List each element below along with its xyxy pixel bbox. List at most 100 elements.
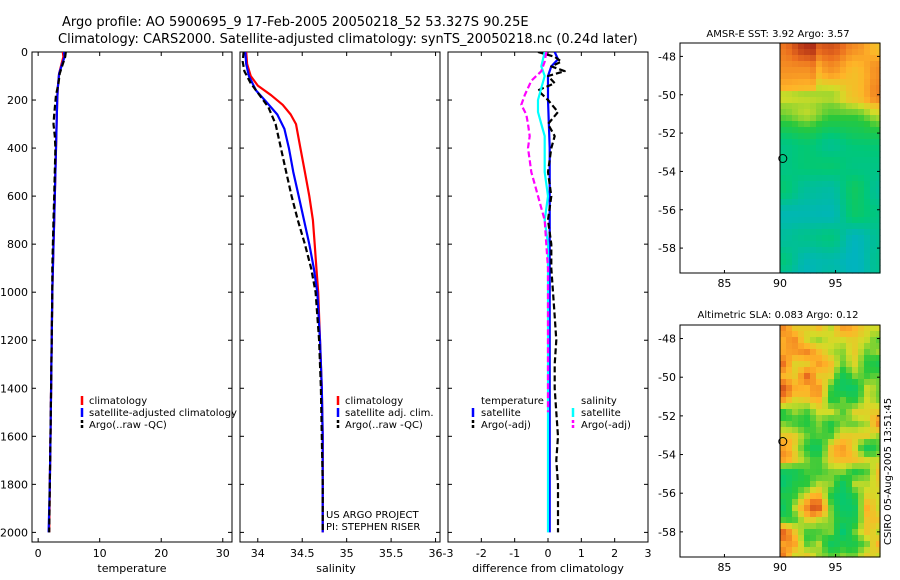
series-line-argo-raw-qc	[241, 52, 324, 533]
map-cell	[846, 409, 853, 416]
map-cell	[852, 487, 859, 494]
map-cell	[804, 553, 811, 558]
map-cell	[858, 139, 865, 146]
map-cell	[804, 373, 811, 380]
map-cell	[804, 439, 811, 446]
map-cell	[792, 379, 799, 386]
map-cell	[858, 427, 865, 434]
map-cell	[864, 271, 871, 274]
map-cell	[798, 205, 805, 212]
map-cell	[870, 43, 877, 50]
map-cell	[810, 397, 817, 404]
map-cell	[876, 481, 881, 488]
map-cell	[840, 223, 847, 230]
map-cell	[828, 109, 835, 116]
map-cell	[798, 67, 805, 74]
map-cell	[810, 469, 817, 476]
map-cell	[816, 373, 823, 380]
map-cell	[810, 433, 817, 440]
map-cell	[804, 211, 811, 218]
map-cell	[864, 49, 871, 56]
map-cell	[816, 163, 823, 170]
map-cell	[828, 103, 835, 110]
map-cell	[786, 73, 793, 80]
map-cell	[834, 325, 841, 332]
map-cell	[792, 85, 799, 92]
map-cell	[810, 91, 817, 98]
map-cell	[876, 259, 881, 266]
map-cell	[822, 133, 829, 140]
map-cell	[810, 523, 817, 530]
map-cell	[852, 529, 859, 536]
map-cell	[870, 175, 877, 182]
y-tick-label: -56	[658, 487, 676, 500]
y-tick-label: 1000	[0, 286, 28, 299]
map-cell	[876, 427, 881, 434]
map-cell	[870, 169, 877, 176]
map-cell	[864, 391, 871, 398]
sst-float-marker	[778, 154, 788, 163]
map-cell	[852, 397, 859, 404]
map-cell	[870, 391, 877, 398]
map-cell	[864, 151, 871, 158]
map-cell	[810, 391, 817, 398]
map-cell	[858, 445, 865, 452]
map-cell	[858, 403, 865, 410]
map-cell	[786, 259, 793, 266]
map-cell	[816, 529, 823, 536]
map-cell	[864, 43, 871, 50]
map-cell	[870, 259, 877, 266]
map-cell	[858, 79, 865, 86]
map-cell	[852, 181, 859, 188]
map-cell	[828, 229, 835, 236]
map-cell	[792, 433, 799, 440]
map-cell	[798, 151, 805, 158]
map-cell	[786, 241, 793, 248]
map-cell	[858, 337, 865, 344]
map-cell	[816, 85, 823, 92]
map-cell	[804, 103, 811, 110]
map-cell	[834, 61, 841, 68]
map-cell	[846, 181, 853, 188]
map-cell	[792, 547, 799, 554]
map-cell	[870, 373, 877, 380]
map-cell	[846, 211, 853, 218]
map-cell	[822, 151, 829, 158]
map-cell	[870, 103, 877, 110]
map-cell	[828, 181, 835, 188]
map-cell	[846, 157, 853, 164]
map-cell	[786, 349, 793, 356]
map-cell	[792, 205, 799, 212]
map-cell	[822, 391, 829, 398]
map-cell	[858, 391, 865, 398]
temperature-x-ticks: 0 10 20 30	[35, 52, 230, 560]
map-cell	[792, 355, 799, 362]
map-cell	[858, 97, 865, 104]
map-cell	[864, 79, 871, 86]
map-cell	[822, 91, 829, 98]
map-cell	[858, 487, 865, 494]
map-cell	[816, 103, 823, 110]
map-cell	[876, 145, 881, 152]
map-cell	[840, 121, 847, 128]
map-cell	[822, 109, 829, 116]
map-cell	[840, 55, 847, 62]
map-cell	[870, 445, 877, 452]
map-cell	[804, 391, 811, 398]
map-cell	[792, 391, 799, 398]
map-cell	[798, 79, 805, 86]
map-cell	[828, 115, 835, 122]
x-tick-label: 3	[645, 547, 652, 560]
map-cell	[780, 541, 787, 548]
map-cell	[810, 355, 817, 362]
map-cell	[870, 73, 877, 80]
temperature-legend: climatology satellite-adjusted climatolo…	[80, 396, 237, 431]
y-tick-label: -50	[658, 371, 676, 384]
map-cell	[786, 55, 793, 62]
x-tick-label: 30	[216, 547, 230, 560]
map-cell	[858, 355, 865, 362]
map-cell	[804, 457, 811, 464]
map-cell	[798, 265, 805, 272]
map-cell	[876, 469, 881, 476]
y-tick-label: -52	[658, 410, 676, 423]
